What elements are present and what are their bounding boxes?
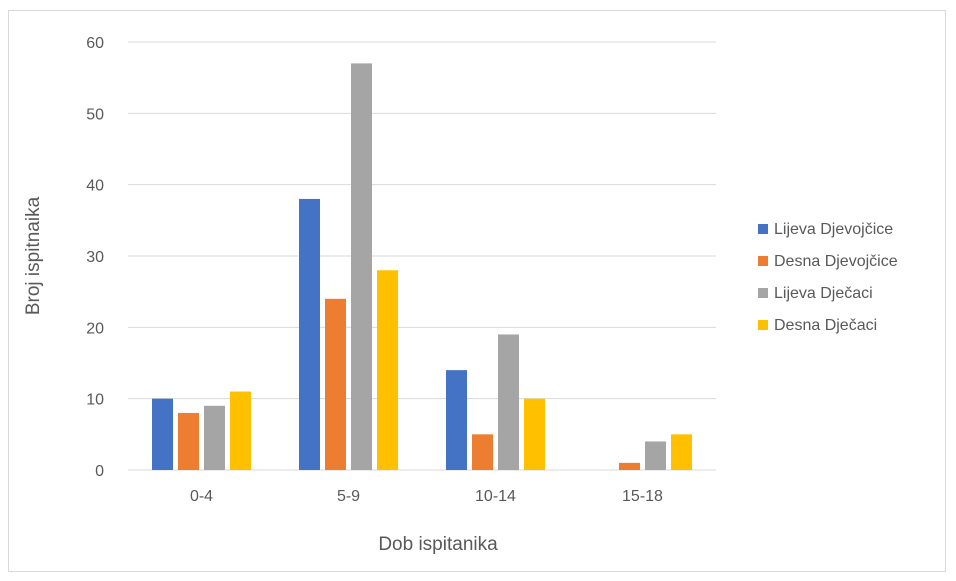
chart-frame — [8, 10, 946, 572]
x-axis-title: Dob ispitanika — [378, 534, 498, 555]
y-tick-label: 30 — [86, 249, 104, 266]
y-tick-label: 20 — [86, 320, 104, 337]
legend-swatch — [758, 320, 768, 330]
legend-swatch — [758, 288, 768, 298]
bar — [377, 270, 398, 470]
x-tick-label: 5-9 — [337, 488, 360, 505]
bar — [204, 405, 225, 470]
bars — [152, 63, 692, 471]
legend-swatch — [758, 256, 768, 266]
legend-label: Lijeva Dječaci — [774, 285, 873, 302]
bar — [299, 198, 320, 470]
legend-label: Lijeva Djevojčice — [774, 221, 893, 238]
bar — [472, 434, 493, 470]
legend-label: Desna Djevojčice — [774, 253, 898, 270]
bar — [152, 398, 173, 470]
bar — [351, 63, 372, 471]
legend: Lijeva Djevojčice Desna Djevojčice Lijeva … — [758, 221, 898, 334]
x-tick-label: 10-14 — [475, 488, 516, 505]
bar — [671, 434, 692, 470]
y-axis-title: Broj ispitnaika — [23, 196, 44, 315]
bar — [178, 412, 199, 470]
y-tick-label: 60 — [86, 35, 104, 52]
legend-label: Desna Dječaci — [774, 317, 877, 334]
bar — [325, 298, 346, 470]
grid-lines — [128, 41, 716, 471]
bar — [524, 398, 545, 470]
y-tick-labels: 0 10 20 30 40 50 60 — [86, 35, 104, 480]
y-tick-label: 10 — [86, 392, 104, 409]
bar — [498, 334, 519, 470]
bar — [619, 462, 640, 470]
y-tick-label: 40 — [86, 178, 104, 195]
y-tick-label: 0 — [95, 463, 104, 480]
y-tick-label: 50 — [86, 106, 104, 123]
bar — [446, 370, 467, 470]
x-tick-label: 15-18 — [622, 488, 663, 505]
x-tick-label: 0-4 — [190, 488, 213, 505]
legend-swatch — [758, 224, 768, 234]
bar — [230, 391, 251, 470]
bar — [645, 441, 666, 470]
x-tick-labels: 0-4 5-9 10-14 15-18 — [190, 488, 663, 505]
